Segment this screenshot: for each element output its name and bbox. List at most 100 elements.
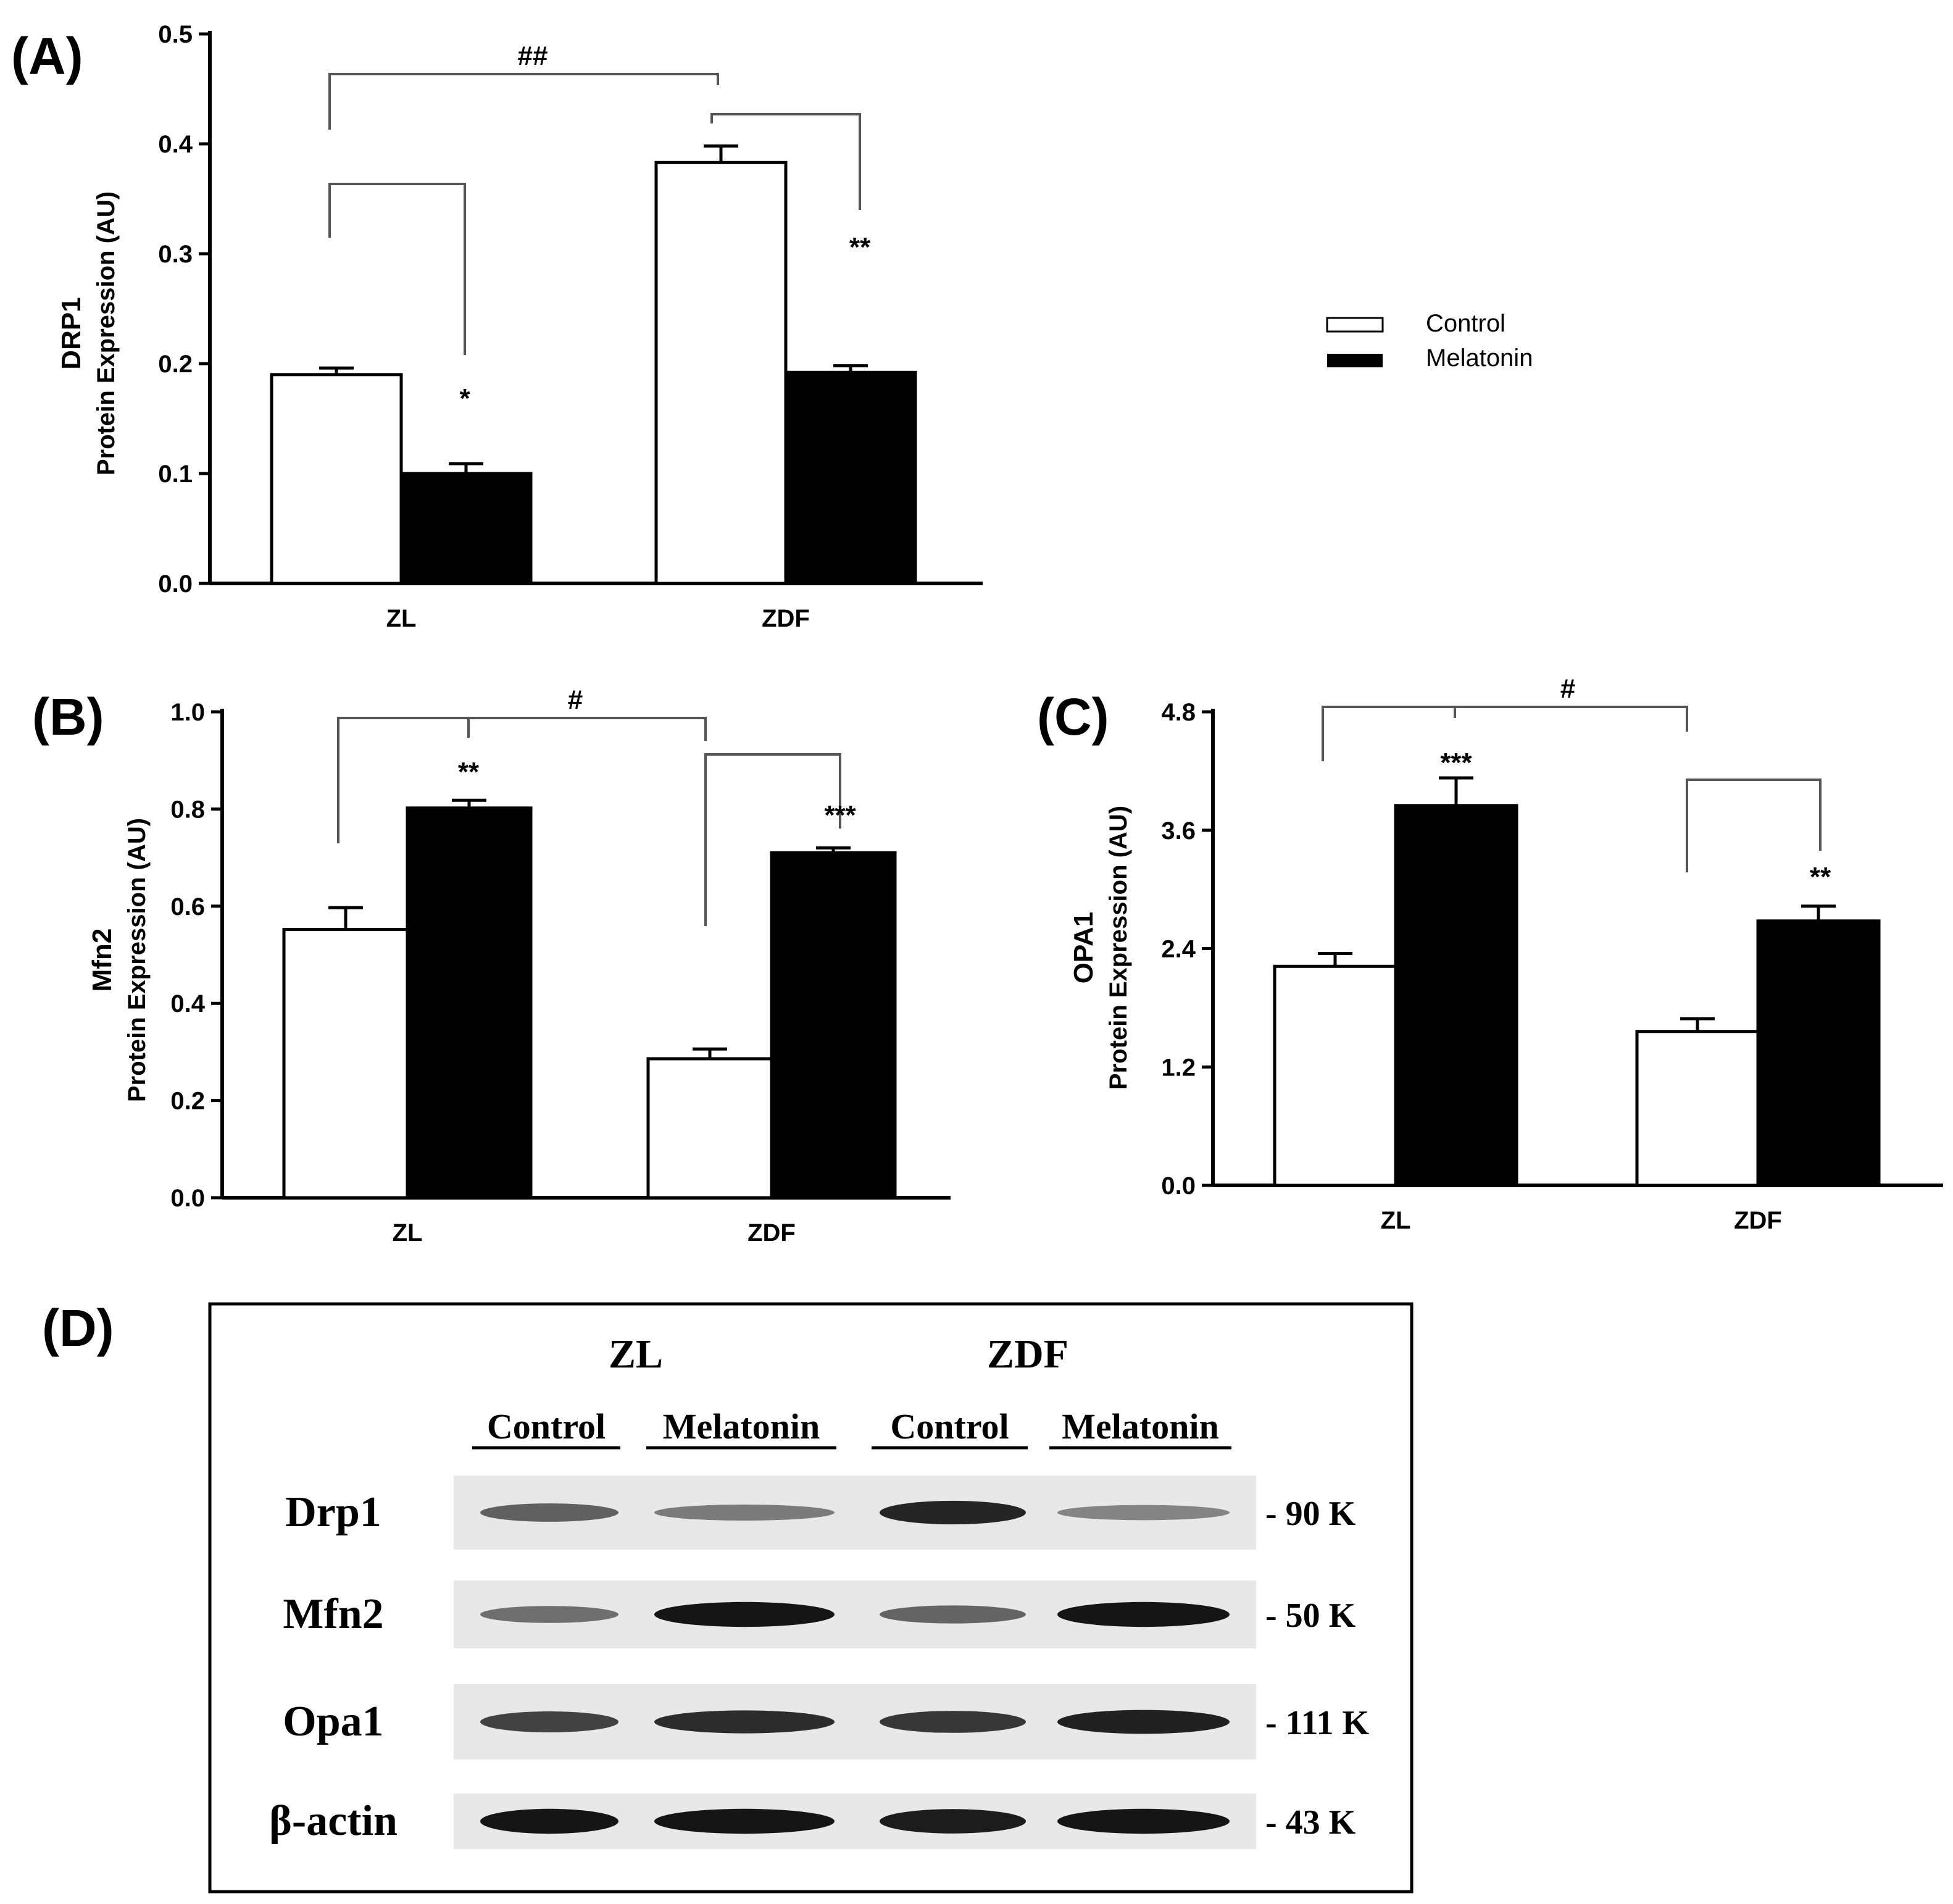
blot-band — [1057, 1808, 1230, 1834]
chart-a-ytick-label: 0.4 — [158, 131, 193, 158]
legend-label-control: Control — [1426, 310, 1505, 337]
blot-protein-label: β-actin — [269, 1797, 398, 1845]
chart-a-ytick-label: 0.5 — [158, 21, 193, 48]
chart-c-bar-melatonin-zl — [1394, 804, 1518, 1187]
blot-protein-label: Drp1 — [285, 1489, 381, 1536]
blot-rows: Drp1 - 90 K Mfn2 - 50 K Opa1 - 111 K β-actin - … — [269, 1476, 1369, 1849]
chart-a-xtick-label: ZL — [386, 605, 417, 632]
legend-label-melatonin: Melatonin — [1426, 344, 1533, 372]
chart-c-bar-control-zdf — [1635, 1030, 1760, 1187]
blot-size-marker: - 90 K — [1265, 1495, 1356, 1533]
chart-a-bar-control-zdf — [654, 161, 788, 585]
chart-b-ytick-label: 0.0 — [170, 1185, 205, 1212]
chart-b-ytick-label: 0.2 — [170, 1088, 205, 1115]
chart-b-significance-mark: # — [568, 685, 583, 715]
blot-lane-label: Melatonin — [663, 1406, 820, 1447]
blot-band — [880, 1711, 1026, 1733]
blot-band — [1057, 1505, 1230, 1521]
chart-b-ylabel-text: Protein Expression (AU) — [123, 818, 151, 1102]
chart-c-significance-mark: ** — [1810, 862, 1831, 892]
chart-b-ytick-label: 0.6 — [170, 893, 205, 921]
chart-c-ylabel-text: Protein Expression (AU) — [1105, 806, 1132, 1090]
chart-a-significance-mark: ** — [849, 232, 871, 262]
chart-c: OPA1 Protein Expression (AU) 0.0 1.2 2.4 3.… — [1068, 674, 1943, 1234]
blot-band — [654, 1808, 835, 1834]
chart-a-significance-bracket — [328, 183, 466, 355]
blot-size-marker: - 50 K — [1265, 1597, 1356, 1635]
chart-a-ylabel-protein: DRP1 — [56, 297, 86, 369]
chart-c-bar-melatonin-zdf — [1756, 919, 1881, 1187]
chart-a-significance-bracket — [328, 73, 719, 130]
blot-band — [880, 1809, 1026, 1834]
blot-lane-label: Melatonin — [1062, 1406, 1219, 1447]
blot-band — [880, 1605, 1026, 1624]
chart-b-significance-mark: ** — [458, 757, 480, 787]
legend: Control Melatonin — [1326, 310, 1533, 372]
blot-group-zdf: ZDF — [987, 1332, 1068, 1377]
blot-frame — [208, 1302, 1414, 1894]
chart-b-ytick-label: 0.8 — [170, 796, 205, 823]
chart-b-xtick-label: ZL — [393, 1219, 423, 1246]
blot-band — [654, 1505, 835, 1521]
blot-protein-label: Opa1 — [283, 1698, 383, 1745]
chart-b-bar-control-zdf — [646, 1057, 773, 1200]
chart-a-xtick-label: ZDF — [762, 605, 810, 632]
chart-a-ytick-label: 0.2 — [158, 351, 193, 378]
chart-a-ytick-label: 0.0 — [158, 570, 193, 598]
blot-band — [654, 1710, 835, 1734]
panel-label-c: (C) — [1037, 688, 1109, 746]
chart-b-xtick-label: ZDF — [747, 1219, 796, 1246]
chart-c-significance-bracket — [1322, 706, 1688, 761]
chart-b-bar-melatonin-zdf — [770, 851, 897, 1200]
blot-group-zl: ZL — [609, 1332, 663, 1377]
panel-label-a: (A) — [11, 27, 83, 85]
blot-band — [480, 1808, 618, 1834]
chart-c-ytick-label: 4.8 — [1161, 699, 1196, 726]
chart-b-significance-bracket — [704, 753, 841, 926]
chart-a-bar-melatonin-zdf — [784, 370, 917, 585]
chart-c-significance-bracket — [1686, 779, 1822, 872]
chart-c-significance-mark: *** — [1440, 748, 1472, 778]
chart-a-significance-mark: ## — [518, 41, 548, 71]
chart-a-ytick-label: 0.1 — [158, 461, 193, 488]
blot-lane-label: Control — [890, 1406, 1009, 1447]
chart-b-bar-melatonin-zl — [406, 806, 533, 1200]
panel-label-d: (D) — [42, 1299, 114, 1357]
blot-band — [1057, 1710, 1230, 1734]
chart-a-significance-mark: * — [459, 383, 470, 414]
chart-b-ytick-label: 0.4 — [170, 990, 205, 1017]
blot-size-marker: - 43 K — [1265, 1803, 1356, 1842]
blot-band — [480, 1503, 618, 1522]
blot-lane-label: Control — [487, 1406, 606, 1447]
chart-c-ytick-label: 1.2 — [1161, 1054, 1196, 1081]
chart-a: DRP1 Protein Expression (AU) 0.0 0.1 0.2 0.… — [56, 21, 983, 632]
chart-b-significance-bracket — [337, 717, 707, 843]
chart-a-ylabel: DRP1 Protein Expression (AU) — [56, 191, 120, 475]
western-blot-panel: ZL ZDF Control Melatonin Control Melatonin … — [208, 1302, 1414, 1894]
chart-c-ytick-label: 0.0 — [1161, 1172, 1196, 1200]
chart-a-ylabel-text: Protein Expression (AU) — [93, 191, 120, 475]
chart-b-ylabel: Mfn2 Protein Expression (AU) — [87, 818, 151, 1102]
chart-b: Mfn2 Protein Expression (AU) 0.0 0.2 0.4 0.… — [87, 685, 951, 1246]
legend-swatch-melatonin — [1327, 354, 1383, 367]
chart-c-ytick-label: 2.4 — [1161, 936, 1196, 963]
blot-size-marker: - 111 K — [1265, 1704, 1369, 1742]
chart-c-bar-control-zl — [1273, 964, 1397, 1187]
chart-b-bar-control-zl — [282, 928, 409, 1200]
chart-c-ylabel: OPA1 Protein Expression (AU) — [1068, 806, 1132, 1090]
chart-c-xtick-label: ZDF — [1734, 1207, 1782, 1234]
chart-c-ytick-label: 3.6 — [1161, 817, 1196, 845]
chart-b-significance-mark: *** — [824, 800, 856, 830]
chart-c-ylabel-protein: OPA1 — [1068, 912, 1099, 984]
blot-band — [480, 1711, 618, 1732]
legend-swatch-control — [1326, 317, 1384, 333]
chart-a-significance-bracket — [710, 113, 861, 210]
chart-a-ytick-label: 0.3 — [158, 241, 193, 268]
chart-c-xtick-label: ZL — [1381, 1207, 1411, 1234]
panel-label-b: (B) — [32, 688, 104, 746]
chart-b-ytick-label: 1.0 — [170, 699, 205, 726]
chart-a-bar-melatonin-zl — [399, 472, 533, 585]
chart-c-significance-mark: # — [1560, 674, 1575, 704]
blot-band — [480, 1606, 618, 1623]
blot-band — [880, 1500, 1026, 1525]
